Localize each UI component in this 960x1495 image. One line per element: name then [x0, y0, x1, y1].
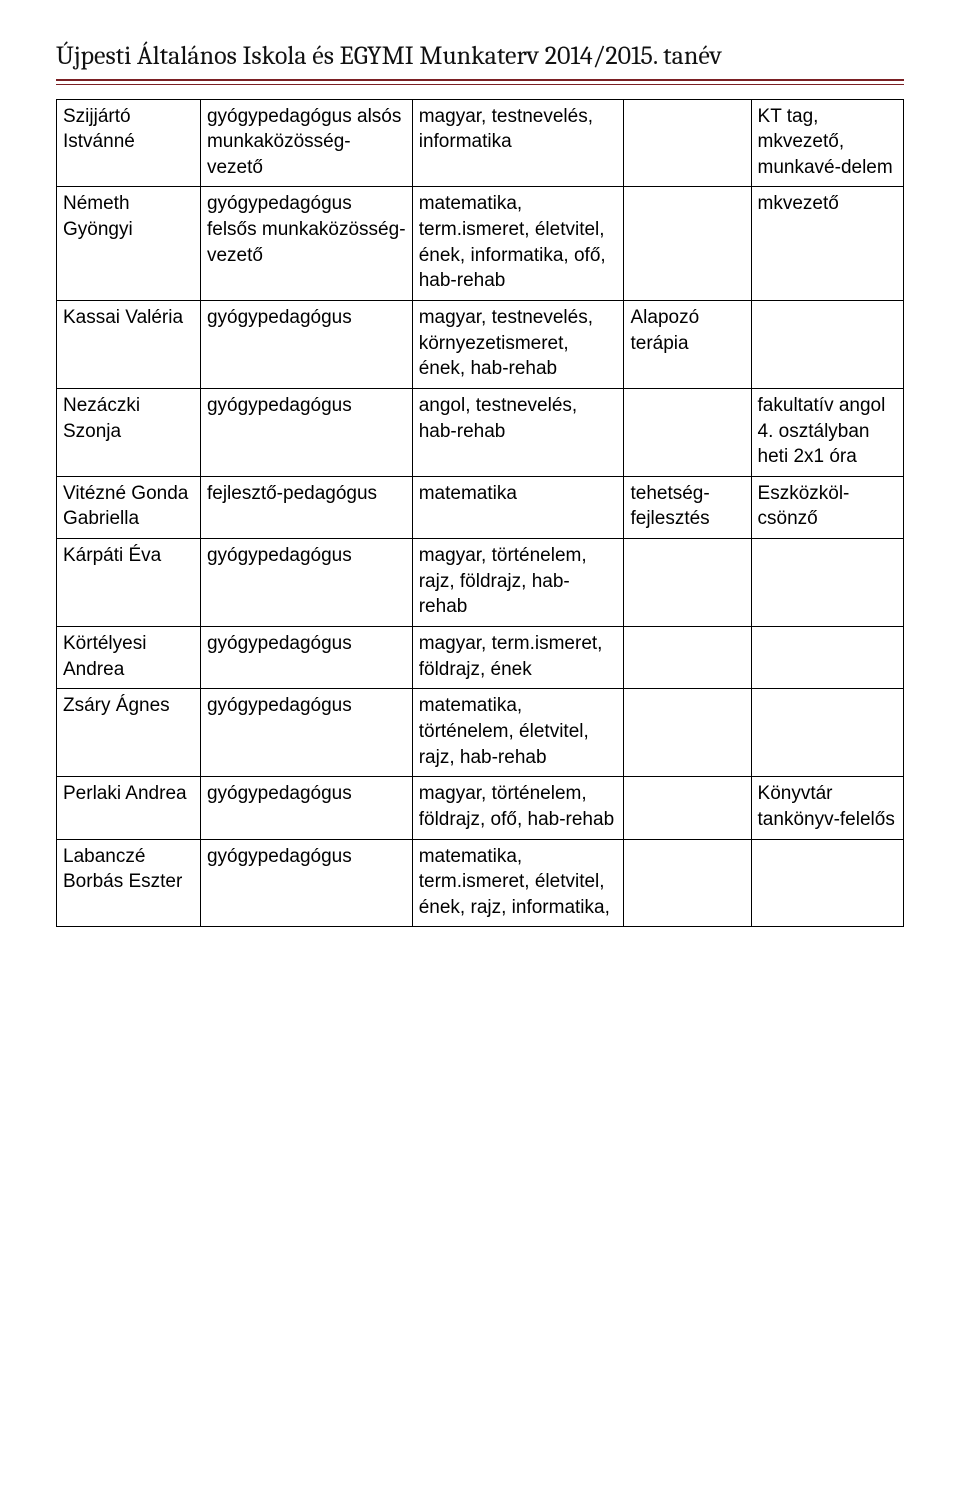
cell-note: fakultatív angol 4. osztályban heti 2x1 …: [751, 388, 903, 476]
table-row: Labanczé Borbás Eszter gyógypedagógus ma…: [57, 839, 904, 927]
cell-name: Perlaki Andrea: [57, 777, 201, 839]
table-row: Németh Gyöngyi gyógypedagógus felsős mun…: [57, 187, 904, 301]
cell-name: Labanczé Borbás Eszter: [57, 839, 201, 927]
cell-extra: [624, 777, 751, 839]
table-row: Körtélyesi Andrea gyógypedagógus magyar,…: [57, 627, 904, 689]
cell-extra: [624, 627, 751, 689]
cell-role: gyógypedagógus: [200, 777, 412, 839]
cell-subjects: matematika, történelem, életvitel, rajz,…: [412, 689, 624, 777]
cell-note: [751, 539, 903, 627]
page-title: Újpesti Általános Iskola és EGYMI Munkat…: [56, 40, 904, 73]
cell-subjects: magyar, term.ismeret, földrajz, ének: [412, 627, 624, 689]
cell-note: Könyvtár tankönyv-felelős: [751, 777, 903, 839]
cell-role: gyógypedagógus: [200, 388, 412, 476]
cell-name: Zsáry Ágnes: [57, 689, 201, 777]
cell-note: Eszközköl-csönző: [751, 476, 903, 538]
table-row: Kárpáti Éva gyógypedagógus magyar, törté…: [57, 539, 904, 627]
cell-subjects: magyar, történelem, rajz, földrajz, hab-…: [412, 539, 624, 627]
staff-table: Szijjártó Istvánné gyógypedagógus alsós …: [56, 99, 904, 928]
cell-subjects: matematika: [412, 476, 624, 538]
cell-extra: [624, 839, 751, 927]
cell-extra: [624, 539, 751, 627]
cell-role: gyógypedagógus: [200, 627, 412, 689]
cell-extra: Alapozó terápia: [624, 300, 751, 388]
page-header: Újpesti Általános Iskola és EGYMI Munkat…: [56, 40, 904, 85]
cell-name: Körtélyesi Andrea: [57, 627, 201, 689]
cell-note: [751, 627, 903, 689]
cell-name: Nezáczki Szonja: [57, 388, 201, 476]
cell-role: gyógypedagógus: [200, 539, 412, 627]
cell-name: Németh Gyöngyi: [57, 187, 201, 301]
cell-role: gyógypedagógus felsős munkaközösség-veze…: [200, 187, 412, 301]
cell-name: Szijjártó Istvánné: [57, 99, 201, 187]
table-row: Kassai Valéria gyógypedagógus magyar, te…: [57, 300, 904, 388]
cell-extra: [624, 388, 751, 476]
cell-role: gyógypedagógus: [200, 839, 412, 927]
page: Újpesti Általános Iskola és EGYMI Munkat…: [0, 0, 960, 967]
cell-role: gyógypedagógus alsós munkaközösség-vezet…: [200, 99, 412, 187]
table-row: Nezáczki Szonja gyógypedagógus angol, te…: [57, 388, 904, 476]
cell-role: gyógypedagógus: [200, 689, 412, 777]
cell-extra: tehetség-fejlesztés: [624, 476, 751, 538]
cell-note: mkvezető: [751, 187, 903, 301]
cell-name: Vitézné Gonda Gabriella: [57, 476, 201, 538]
table-row: Szijjártó Istvánné gyógypedagógus alsós …: [57, 99, 904, 187]
cell-subjects: magyar, testnevelés, informatika: [412, 99, 624, 187]
cell-note: [751, 839, 903, 927]
table-row: Vitézné Gonda Gabriella fejlesztő-pedagó…: [57, 476, 904, 538]
cell-subjects: magyar, testnevelés, környezetismeret, é…: [412, 300, 624, 388]
table-row: Zsáry Ágnes gyógypedagógus matematika, t…: [57, 689, 904, 777]
cell-role: gyógypedagógus: [200, 300, 412, 388]
cell-note: KT tag, mkvezető, munkavé-delem: [751, 99, 903, 187]
cell-subjects: matematika, term.ismeret, életvitel, éne…: [412, 187, 624, 301]
cell-subjects: matematika, term.ismeret, életvitel, éne…: [412, 839, 624, 927]
header-divider: [56, 79, 904, 85]
cell-role: fejlesztő-pedagógus: [200, 476, 412, 538]
cell-name: Kárpáti Éva: [57, 539, 201, 627]
cell-note: [751, 689, 903, 777]
cell-extra: [624, 187, 751, 301]
cell-note: [751, 300, 903, 388]
cell-extra: [624, 689, 751, 777]
cell-subjects: angol, testnevelés, hab-rehab: [412, 388, 624, 476]
cell-subjects: magyar, történelem, földrajz, ofő, hab-r…: [412, 777, 624, 839]
cell-extra: [624, 99, 751, 187]
table-row: Perlaki Andrea gyógypedagógus magyar, tö…: [57, 777, 904, 839]
cell-name: Kassai Valéria: [57, 300, 201, 388]
